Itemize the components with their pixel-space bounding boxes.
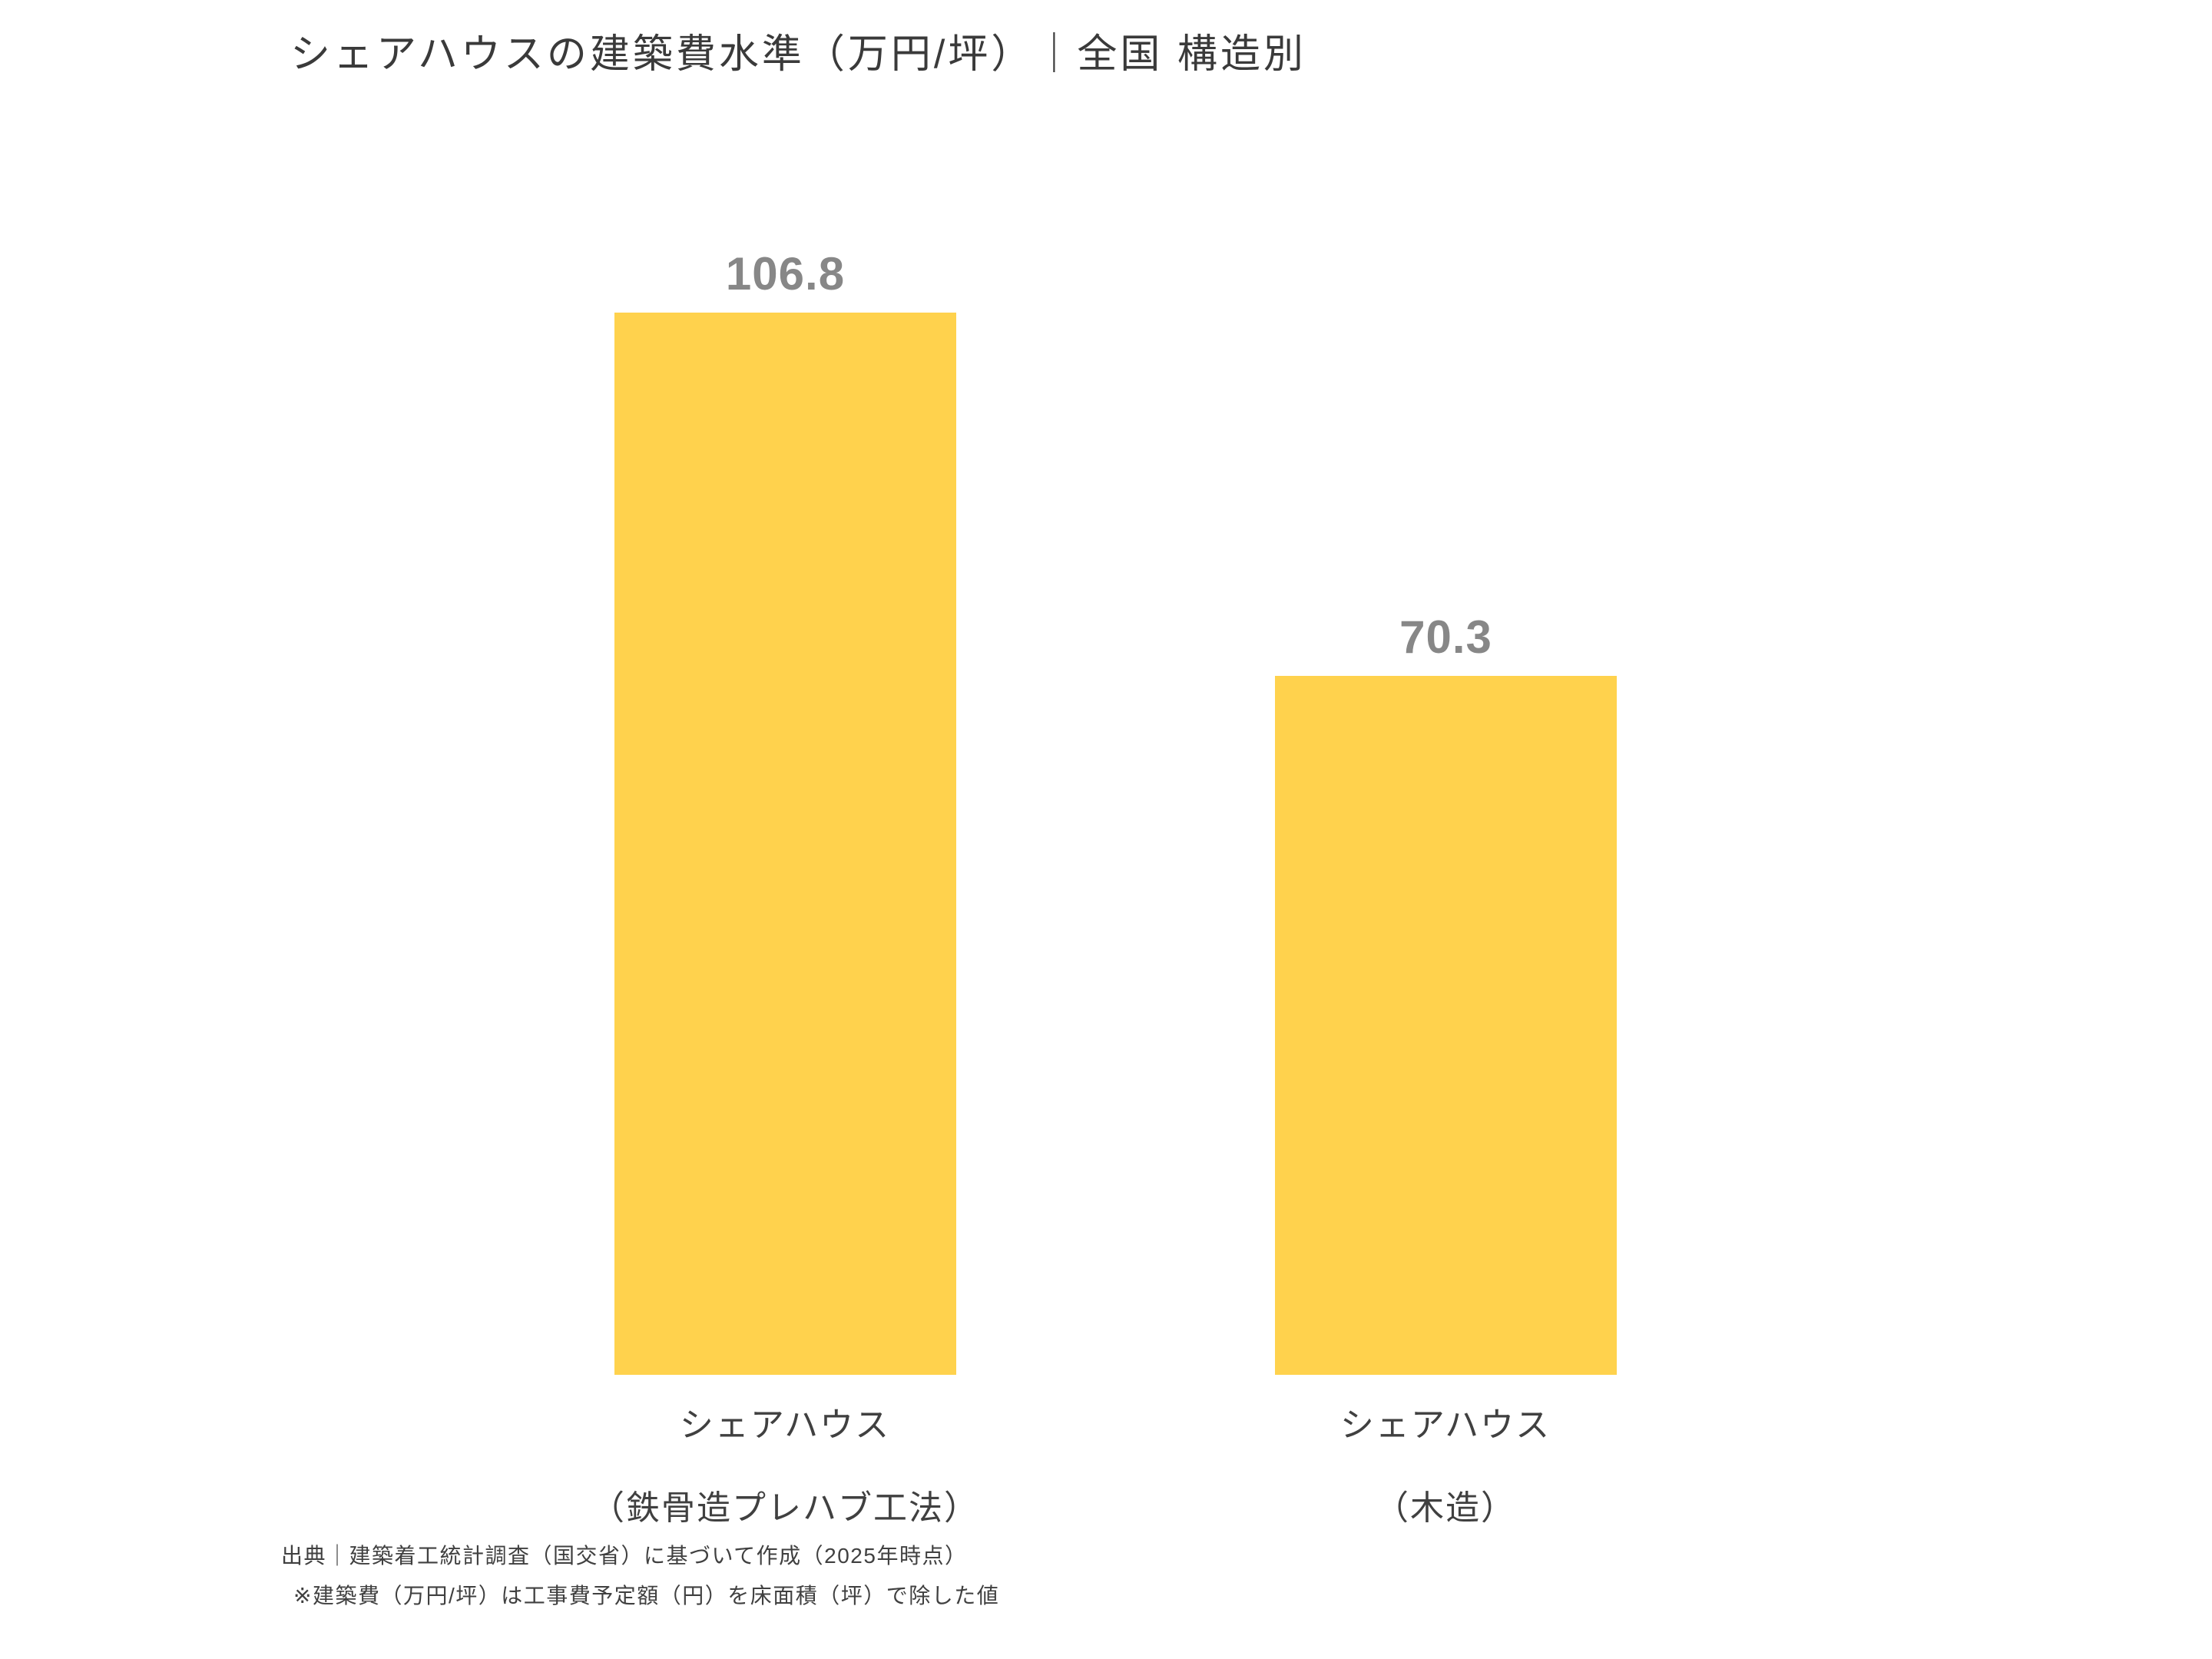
bar-value-label-steel-prefab: 106.8 [725,248,846,300]
bar-wooden [1275,676,1617,1375]
category-label-steel-prefab-line2: （鉄骨造プレハブ工法） [591,1489,979,1527]
bar-value-label-wooden: 70.3 [1399,611,1492,663]
bar-group-wooden: 70.3 [1275,0,1617,1375]
chart-title: シェアハウスの建築費水準（万円/坪）｜全国 構造別 [290,32,1306,77]
category-label-wooden-line1: シェアハウス [1339,1406,1551,1444]
method-note-line: ※建築費（万円/坪）は工事費予定額（円）を床面積（坪）で除した値 [293,1584,1000,1608]
bar-steel-prefab [614,313,956,1375]
category-label-steel-prefab-line1: シェアハウス [679,1406,891,1444]
source-line: 出典｜建築着工統計調査（国交省）に基づいて作成（2025年時点） [281,1544,968,1568]
category-label-wooden-line2: （木造） [1375,1489,1516,1527]
bar-group-steel-prefab: 106.8 [614,0,956,1375]
